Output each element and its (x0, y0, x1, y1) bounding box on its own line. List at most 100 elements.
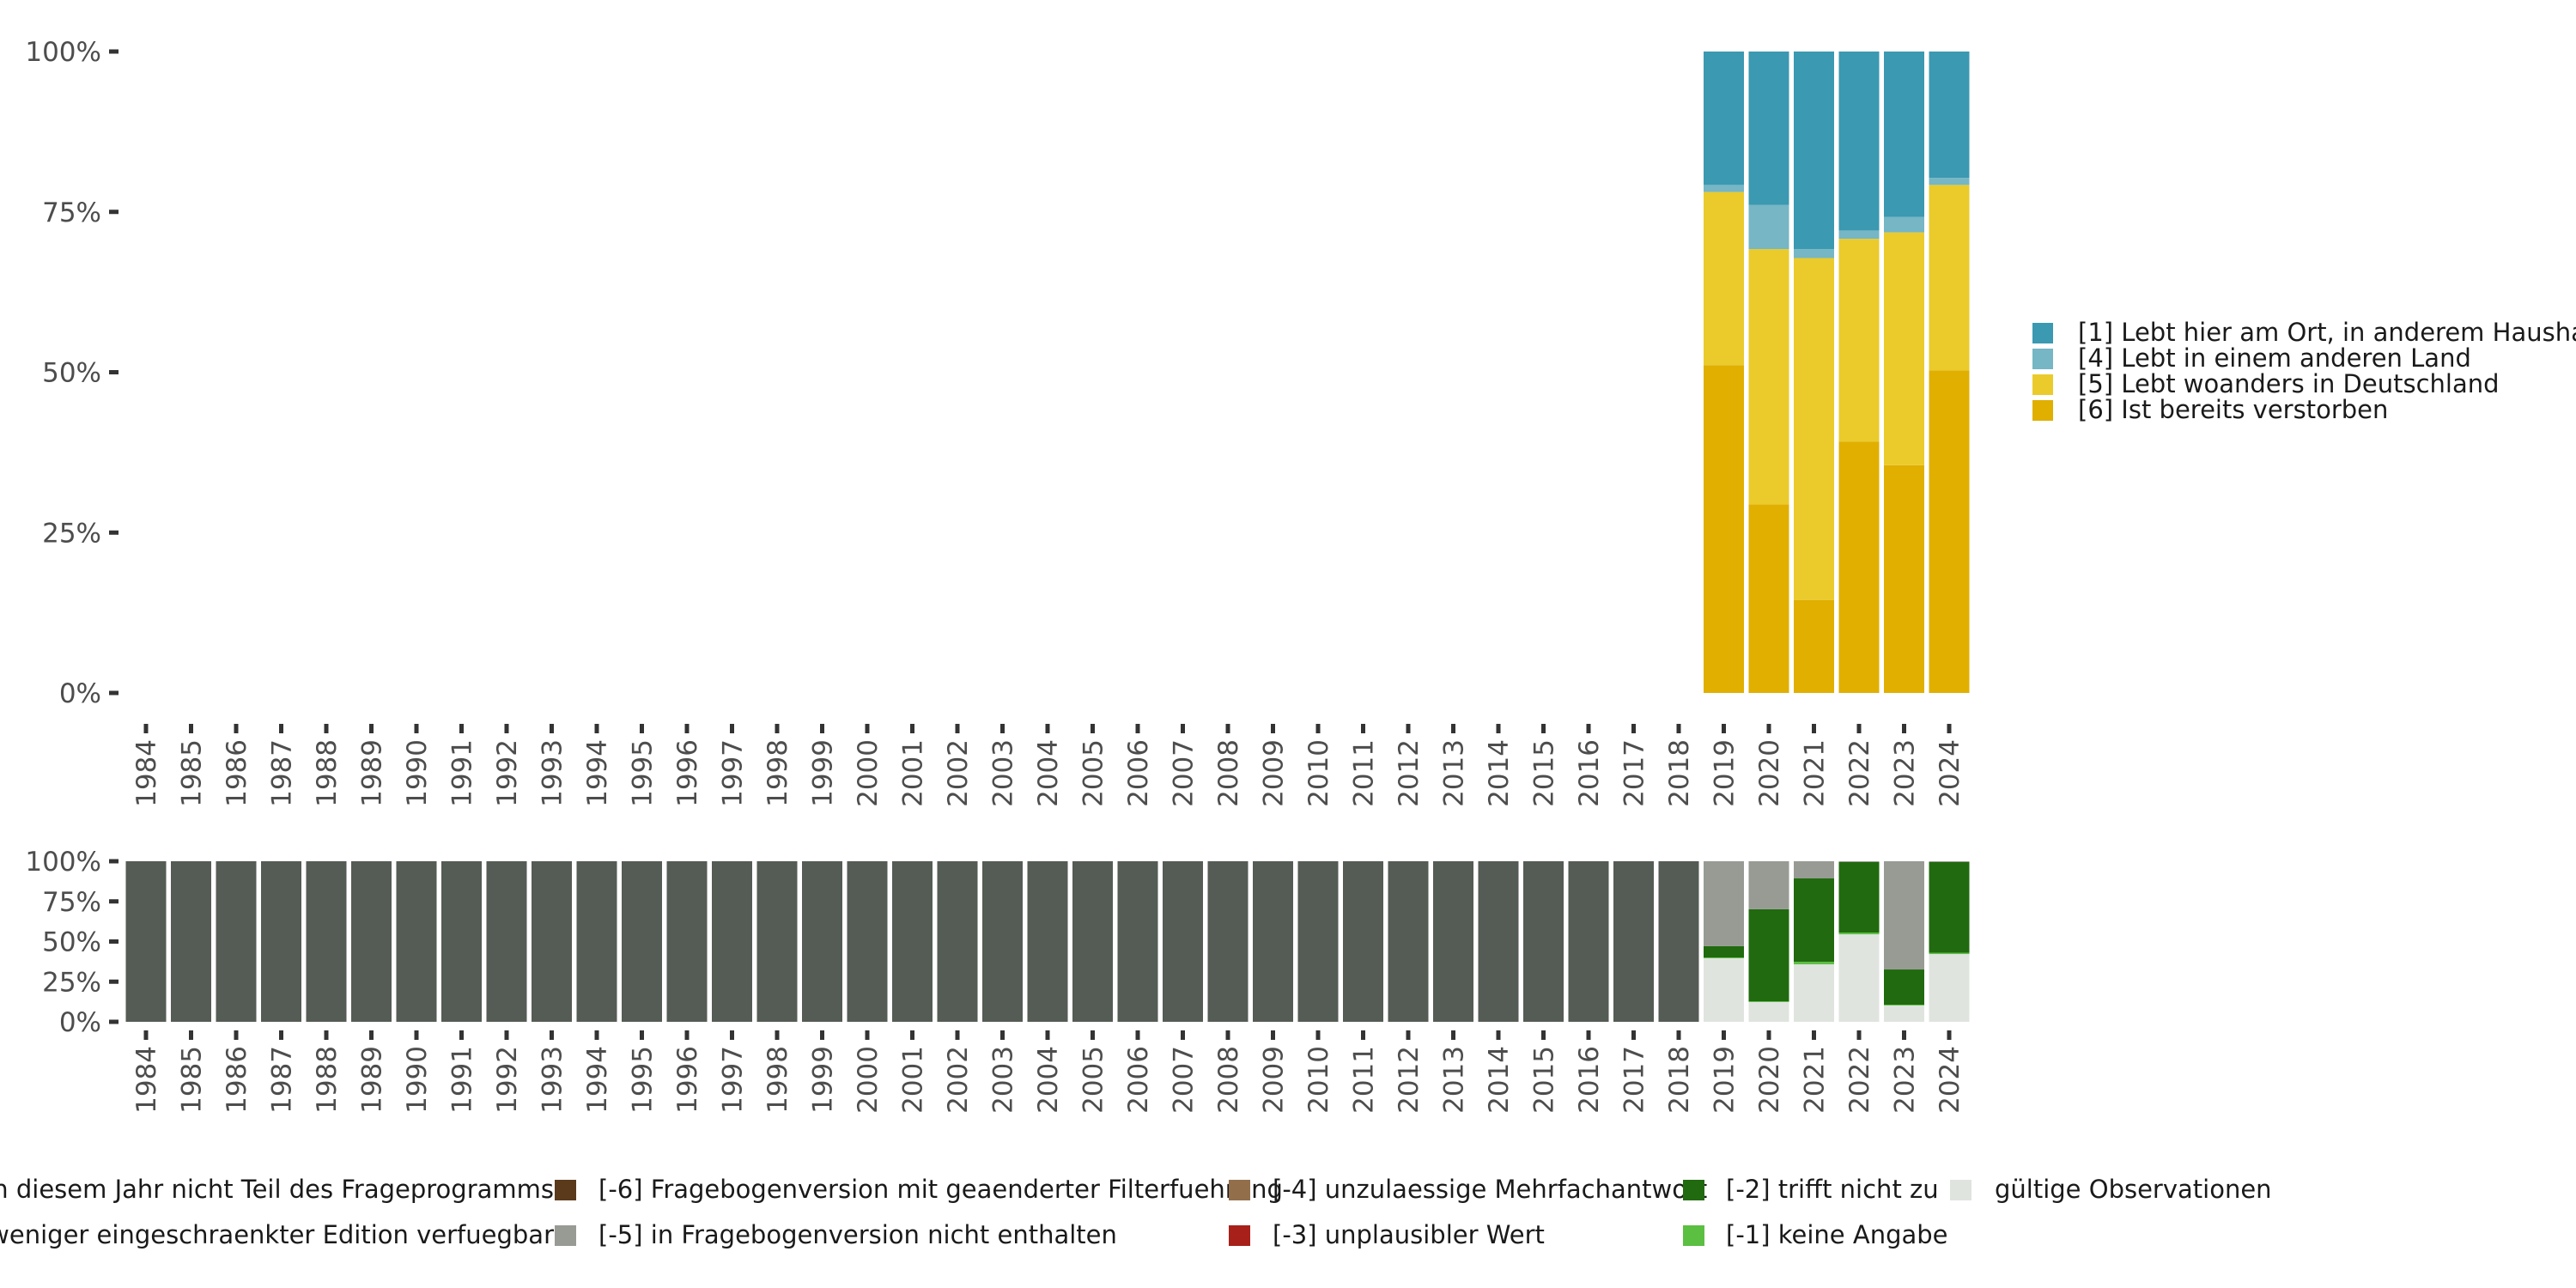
x-tick-label: 2022 (1844, 1046, 1875, 1114)
legend-swatch (2032, 323, 2053, 343)
bar-segment (1748, 1001, 1789, 1022)
x-tick-label: 2010 (1303, 1046, 1334, 1114)
x-tick-label: 1993 (538, 1046, 568, 1114)
bar-segment (1794, 861, 1834, 879)
bar-segment (1884, 861, 1924, 970)
x-tick-label: 1986 (222, 1046, 252, 1114)
bar-segment (1163, 861, 1203, 1022)
top-bars (1704, 52, 1970, 693)
bar-segment (1838, 933, 1880, 935)
legend-swatch (2032, 374, 2053, 395)
bottom-y-axis: 0% 25% 50% 75% 100% (25, 847, 118, 1038)
bar-segment (1794, 878, 1834, 963)
x-tick-label: 1990 (402, 739, 433, 807)
x-tick-label: 2024 (1935, 1046, 1965, 1114)
legend-swatch (2032, 349, 2053, 369)
x-tick-label: 1998 (762, 739, 793, 807)
y-tick-label: 100% (25, 37, 101, 68)
bar-segment (396, 861, 437, 1022)
x-tick-label: 1999 (808, 1046, 839, 1114)
x-tick-label: 1989 (357, 1046, 388, 1114)
bar-segment (1838, 861, 1880, 862)
x-tick-label: 1988 (312, 1046, 343, 1114)
x-tick-label: 2005 (1078, 1046, 1109, 1114)
x-tick-label: 2018 (1664, 739, 1695, 807)
x-tick-label: 2018 (1664, 1046, 1695, 1114)
x-tick-label: 2002 (943, 739, 974, 807)
x-tick-label: 1995 (628, 1046, 659, 1114)
legend-swatch (1683, 1225, 1704, 1246)
x-tick-label: 1989 (357, 739, 388, 807)
x-tick-label: 1996 (672, 1046, 703, 1114)
x-tick-label: 1997 (718, 1046, 749, 1114)
bar-segment (622, 861, 662, 1022)
x-tick-label: 2014 (1484, 1046, 1515, 1114)
legend-swatch (1229, 1225, 1250, 1246)
bar-segment (306, 861, 347, 1022)
bar-segment (1748, 249, 1789, 505)
bar-segment (1704, 861, 1744, 946)
bar-segment (1929, 370, 1970, 693)
x-tick-label: 1987 (267, 1046, 298, 1114)
x-tick-label: 1997 (718, 739, 749, 807)
x-tick-label: 2004 (1033, 1046, 1064, 1114)
y-tick-label: 25% (42, 967, 101, 998)
x-tick-label: 1999 (808, 739, 839, 807)
y-tick-label: 50% (42, 927, 101, 958)
x-tick-label: 2022 (1844, 739, 1875, 807)
x-tick-label: 2013 (1439, 1046, 1470, 1114)
x-tick-label: 2001 (898, 1046, 929, 1114)
bar-segment (216, 861, 257, 1022)
y-tick-label: 50% (42, 358, 101, 389)
bar-segment (1478, 861, 1519, 1022)
x-tick-label: 2020 (1754, 739, 1785, 807)
bar-segment (1794, 249, 1834, 258)
bar-segment (1929, 861, 1970, 862)
legend-swatch (1229, 1180, 1250, 1200)
x-tick-label: 1998 (762, 1046, 793, 1114)
bar-segment (982, 861, 1023, 1022)
x-tick-label: 1995 (628, 739, 659, 807)
bar-segment (1704, 957, 1744, 1022)
x-tick-label: 2019 (1710, 739, 1741, 807)
legend-swatch (555, 1225, 576, 1246)
y-tick-label: 75% (42, 197, 101, 228)
x-tick-label: 2007 (1169, 739, 1200, 807)
bar-segment (1794, 52, 1834, 250)
x-tick-label: 2006 (1123, 739, 1154, 807)
bar-segment (666, 861, 708, 1022)
legend-label: gültige Observationen (1995, 1175, 2272, 1204)
bar-segment (1884, 232, 1924, 465)
x-tick-label: 1984 (131, 739, 162, 807)
bar-segment (1838, 52, 1880, 231)
x-tick-label: 1992 (492, 1046, 523, 1114)
x-tick-label: 2014 (1484, 739, 1515, 807)
bar-segment (802, 861, 842, 1022)
bar-segment (1748, 1001, 1789, 1002)
bar-segment (1704, 191, 1744, 366)
top-x-axis: 1984 1985 1986 1987 1988 1989 1990 1991 1992 1993… (131, 724, 1965, 807)
bar-segment (351, 861, 392, 1022)
bar-segment (1748, 52, 1789, 205)
legend-label: [5] Lebt woanders in Deutschland (2078, 369, 2500, 398)
bar-segment (1433, 861, 1473, 1022)
bar-segment (1613, 861, 1654, 1022)
x-tick-label: 2023 (1890, 1046, 1921, 1114)
bar-segment (1794, 258, 1834, 600)
bar-segment (1523, 861, 1564, 1022)
bar-segment (892, 861, 933, 1022)
bar-segment (1838, 230, 1880, 240)
top-legend: [1] Lebt hier am Ort, in anderem Haushal… (2032, 318, 2576, 424)
bar-segment (1794, 599, 1834, 693)
bar-segment (1388, 861, 1429, 1022)
bar-segment (712, 861, 752, 1022)
x-tick-label: 2021 (1800, 1046, 1831, 1114)
x-tick-label: 2010 (1303, 739, 1334, 807)
bar-segment (1838, 239, 1880, 442)
x-tick-label: 2012 (1394, 739, 1425, 807)
x-tick-label: 2011 (1349, 1046, 1380, 1114)
x-tick-label: 2000 (853, 739, 884, 807)
bar-segment (1704, 52, 1744, 185)
x-tick-label: 2017 (1619, 1046, 1650, 1114)
bar-segment (1929, 185, 1970, 371)
